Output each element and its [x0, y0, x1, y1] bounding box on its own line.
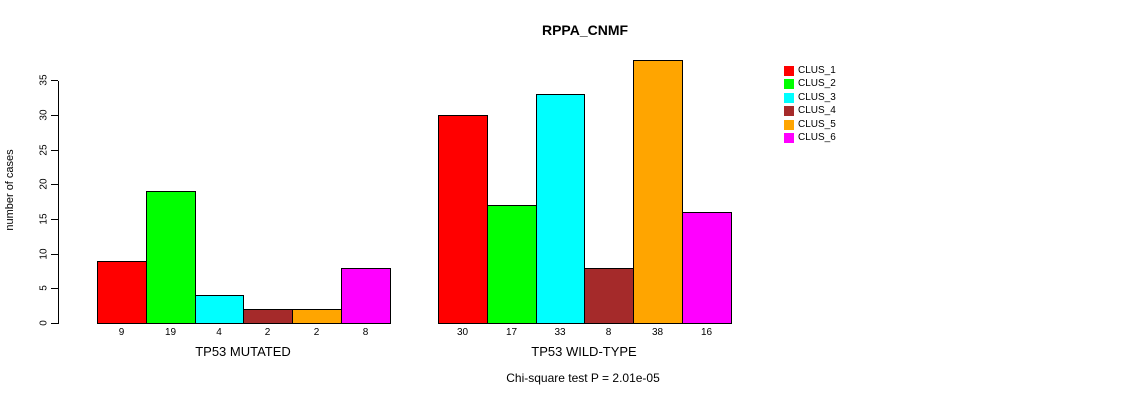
- group-label-tp53-wild-type: TP53 WILD-TYPE: [531, 344, 637, 359]
- chart-title: RPPA_CNMF: [541, 22, 629, 38]
- legend-color-swatch: [784, 66, 794, 76]
- legend-color-swatch: [784, 93, 794, 103]
- bar: [536, 94, 585, 324]
- bar-value-label: 8: [605, 327, 612, 338]
- y-axis-title: number of cases: [4, 149, 16, 231]
- y-tick-mark: [51, 254, 58, 255]
- bar-value-label: 8: [362, 327, 369, 338]
- legend-color-swatch: [784, 106, 794, 116]
- legend-label: CLUS_2: [798, 78, 836, 89]
- y-tick-label: 5: [38, 285, 50, 291]
- y-tick-mark: [51, 219, 58, 220]
- bar-value-label: 16: [700, 327, 713, 338]
- bar-value-label: 19: [164, 327, 177, 338]
- bar-value-label: 2: [264, 327, 271, 338]
- bar: [682, 212, 732, 324]
- bar-value-label: 4: [216, 327, 222, 338]
- legend-label: CLUS_4: [798, 105, 836, 116]
- bar-value-label: 17: [505, 327, 518, 338]
- y-tick-mark: [51, 184, 58, 185]
- legend-label: CLUS_3: [798, 92, 836, 103]
- bar: [584, 268, 634, 324]
- group-label-tp53-mutated: TP53 MUTATED: [195, 344, 291, 359]
- bar: [146, 191, 196, 324]
- y-tick-label: 35: [38, 74, 50, 86]
- y-tick-mark: [51, 323, 58, 324]
- bar: [487, 205, 537, 324]
- y-tick-mark: [51, 80, 58, 81]
- y-tick-label: 25: [38, 144, 50, 156]
- legend-label: CLUS_6: [798, 132, 836, 143]
- bar: [97, 261, 147, 324]
- bar: [292, 309, 342, 324]
- y-tick-mark: [51, 150, 58, 151]
- bar: [341, 268, 391, 324]
- bar-value-label: 33: [554, 327, 566, 338]
- bar: [195, 295, 244, 324]
- y-tick-label: 20: [38, 178, 50, 190]
- y-tick-label: 0: [38, 320, 50, 326]
- bar-value-label: 30: [456, 327, 469, 338]
- bar-value-label: 9: [118, 327, 125, 338]
- bar: [243, 309, 293, 324]
- bar: [438, 115, 488, 324]
- legend-label: CLUS_1: [798, 65, 836, 76]
- legend-label: CLUS_5: [798, 119, 836, 130]
- legend-color-swatch: [784, 79, 794, 89]
- bar-value-label: 38: [651, 327, 664, 338]
- bar: [633, 60, 683, 324]
- y-tick-label: 30: [38, 109, 50, 121]
- y-tick-mark: [51, 288, 58, 289]
- y-tick-label: 15: [38, 213, 50, 225]
- chi-square-annotation: Chi-square test P = 2.01e-05: [506, 371, 660, 385]
- y-axis-line: [58, 81, 59, 324]
- bar-value-label: 2: [313, 327, 320, 338]
- legend-color-swatch: [784, 120, 794, 130]
- legend-color-swatch: [784, 133, 794, 143]
- y-tick-mark: [51, 115, 58, 116]
- y-tick-label: 10: [38, 248, 50, 260]
